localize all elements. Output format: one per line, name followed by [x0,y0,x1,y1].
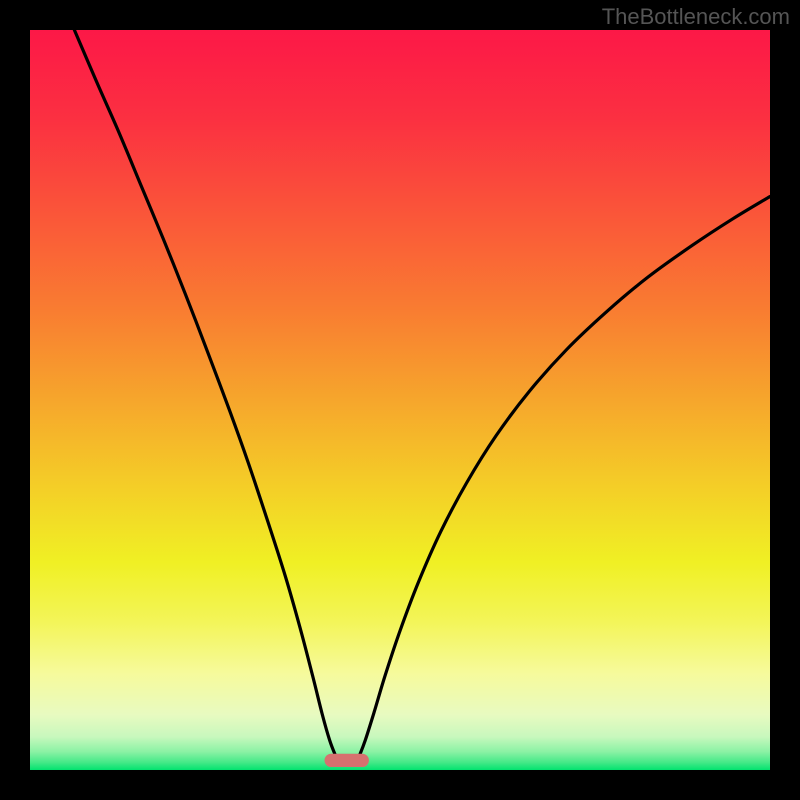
bottleneck-curve-chart [0,0,800,800]
plot-background [30,30,770,770]
optimum-marker [325,754,369,767]
watermark-text: TheBottleneck.com [602,4,790,30]
chart-container: { "watermark": { "text": "TheBottleneck.… [0,0,800,800]
